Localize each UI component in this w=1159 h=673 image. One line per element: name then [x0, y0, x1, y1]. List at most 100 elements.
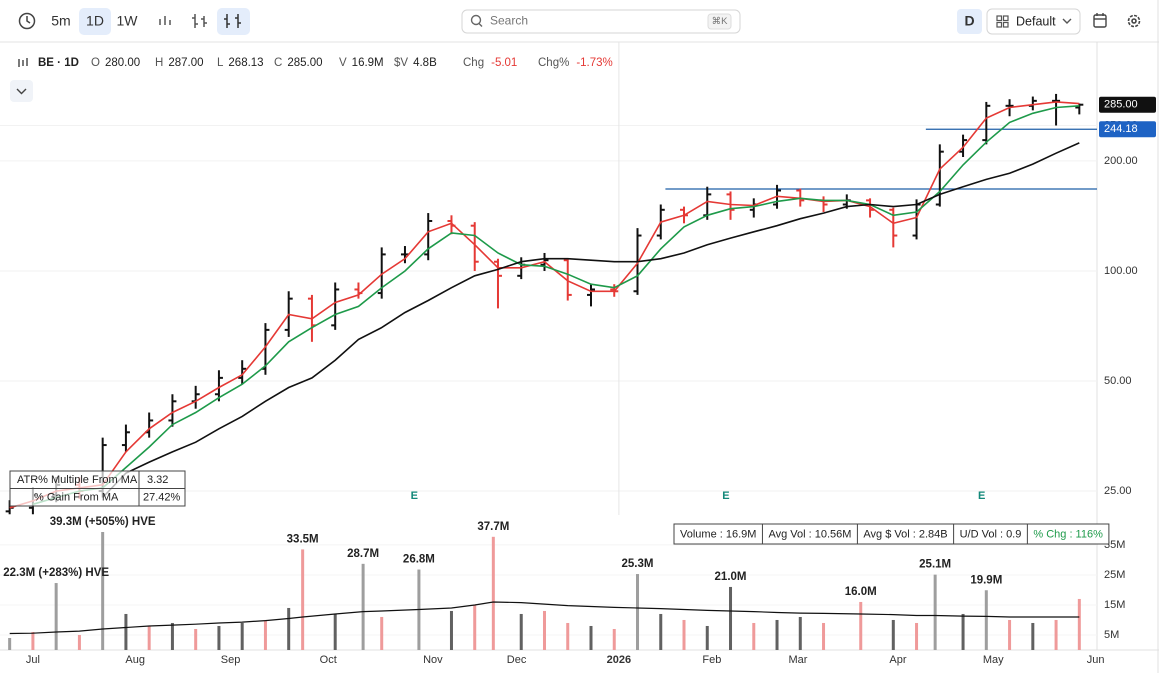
volume-bar	[170, 622, 174, 650]
calendar-icon[interactable]	[1093, 13, 1107, 28]
volume-bar	[54, 583, 58, 650]
legend-label: L	[217, 57, 224, 69]
x-tick-label: Oct	[320, 654, 337, 666]
collapse-caret	[16, 88, 27, 95]
symbol: BE · 1D	[38, 57, 79, 69]
stats-table: ATR% Multiple From MA 3.32 % Gain From M…	[9, 470, 186, 507]
shortcut-label: ⌘K	[712, 16, 729, 27]
volume-bar	[859, 601, 863, 650]
volume-bar	[240, 622, 244, 650]
x-tick-label: Mar	[788, 654, 807, 666]
volume-label: 33.5M	[287, 533, 319, 545]
volume-bar	[822, 622, 826, 650]
volume-label: 21.0M	[715, 571, 747, 583]
volume-label: 26.8M	[403, 554, 435, 566]
mode-button-bg	[957, 9, 982, 34]
layout-label: Default	[1016, 14, 1056, 28]
symbol-icon	[18, 58, 28, 67]
legend-value: -5.01	[491, 57, 517, 69]
ohlc-icon[interactable]	[192, 14, 207, 28]
clock-icon[interactable]	[18, 12, 36, 30]
volume-bar	[124, 613, 128, 650]
interval-button[interactable]: 5m	[51, 13, 70, 29]
moving-average	[102, 142, 1080, 499]
layout-dropdown[interactable]	[986, 8, 1081, 35]
volume-bar	[301, 549, 305, 650]
volume-label: 37.7M	[477, 521, 509, 533]
stats-label: ATR% Multiple From MA	[17, 474, 138, 486]
x-tick-label: 2026	[607, 654, 631, 666]
dropdown-caret	[1062, 18, 1072, 24]
y-tick-label: 25M	[1104, 569, 1125, 581]
volume-stat: U/D Vol : 0.9	[960, 528, 1022, 540]
shortcut-key	[707, 13, 732, 30]
x-tick-label: May	[983, 654, 1004, 666]
volume-bar	[798, 616, 802, 650]
volume-bar	[566, 622, 570, 650]
volume-bar	[31, 631, 35, 650]
price-tag	[1099, 121, 1156, 138]
volume-bar	[891, 619, 895, 650]
earnings-marker: E	[411, 490, 418, 502]
volume-label: 16.0M	[845, 586, 877, 598]
price-tag	[1099, 96, 1156, 113]
y-tick-label: 25.00	[1104, 485, 1132, 497]
y-tick-label: 5M	[1104, 629, 1119, 641]
volume-bar	[915, 622, 919, 650]
legend-label: V	[339, 57, 347, 69]
volume-bar	[8, 637, 12, 650]
volume-bar	[101, 532, 105, 650]
volume-label: 25.3M	[622, 558, 654, 570]
volume-bar	[729, 586, 733, 650]
volume-bar	[612, 628, 616, 650]
x-tick-label: Feb	[702, 654, 721, 666]
interval-button[interactable]: 1D	[86, 13, 104, 29]
volume-bar	[449, 610, 453, 650]
volume-bar	[1031, 622, 1035, 650]
volume-bar	[147, 625, 151, 650]
stats-value: 3.32	[147, 474, 168, 486]
volume-stat: Avg Vol : 10.56M	[768, 528, 851, 540]
volume-bar	[775, 619, 779, 650]
volume-label: 25.1M	[919, 559, 951, 571]
volume-bar	[361, 563, 365, 650]
stats-value: 27.42%	[143, 491, 181, 503]
x-tick-label: Dec	[507, 654, 527, 666]
volume-bar	[1054, 619, 1058, 650]
bar-chart-icon[interactable]	[159, 16, 171, 25]
volume-bar	[1008, 619, 1012, 650]
x-tick-label: Apr	[889, 654, 906, 666]
mode-button[interactable]: D	[964, 13, 974, 29]
price-tag-label: 285.00	[1104, 99, 1138, 111]
volume-bar	[705, 625, 709, 650]
y-tick-label: 50.00	[1104, 375, 1132, 387]
moving-average	[32, 105, 1080, 506]
settings-icon[interactable]	[1127, 14, 1141, 28]
search-box[interactable]	[461, 9, 741, 34]
legend-label: Chg%	[538, 57, 569, 69]
volume-bar	[194, 628, 198, 650]
collapse-button[interactable]	[10, 80, 33, 102]
volume-label: 22.3M (+283%) HVE	[3, 567, 109, 579]
legend-value: 268.13	[228, 57, 263, 69]
volume-stat: Avg $ Vol : 2.84B	[863, 528, 947, 540]
legend-value: 4.8B	[413, 57, 437, 69]
y-tick-label: 200.00	[1104, 155, 1138, 167]
volume-stat: % Chg : 116%	[1033, 528, 1103, 540]
legend-value: 280.00	[105, 57, 140, 69]
x-tick-label: Jul	[26, 654, 40, 666]
x-tick-label: Sep	[221, 654, 241, 666]
volume-bar	[519, 613, 523, 650]
legend-value: -1.73%	[576, 57, 612, 69]
search-placeholder: Search	[490, 14, 528, 28]
interval-selected-bg	[79, 8, 111, 35]
volume-bar	[961, 613, 965, 650]
hlc-icon[interactable]	[224, 14, 241, 28]
volume-bar	[217, 625, 221, 650]
earnings-marker: E	[722, 490, 729, 502]
volume-bar	[682, 619, 686, 650]
x-tick-label: Jun	[1087, 654, 1105, 666]
legend-label: $V	[394, 57, 408, 69]
interval-button[interactable]: 1W	[117, 13, 139, 29]
